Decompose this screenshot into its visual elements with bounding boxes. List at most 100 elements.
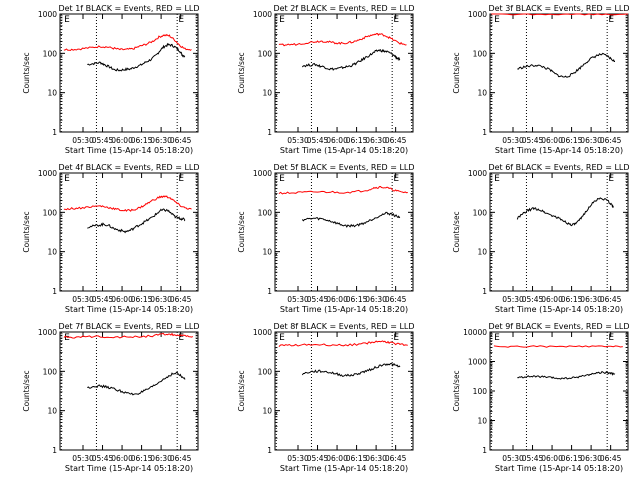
chart-title: Det 3f BLACK = Events, RED = LLD bbox=[488, 4, 629, 13]
y-tick-label: 10 bbox=[262, 89, 272, 98]
lld-series-line bbox=[278, 185, 408, 195]
y-tick-label: 10 bbox=[477, 417, 487, 426]
x-tick-label: 05:45 bbox=[92, 454, 114, 463]
event-marker-label: E bbox=[64, 333, 70, 343]
y-tick-label: 100 bbox=[473, 208, 488, 217]
plot-frame bbox=[274, 13, 414, 133]
x-tick-label: 05:30 bbox=[502, 295, 524, 304]
chart-panel: Det 3f BLACK = Events, RED = LLD E E 1 10 100… bbox=[452, 4, 630, 155]
x-tick-label: 06:00 bbox=[326, 136, 348, 145]
x-axis-label: Start Time (15-Apr-14 05:18:20) bbox=[495, 305, 623, 314]
events-series-line bbox=[87, 42, 186, 72]
chart-title: Det 4f BLACK = Events, RED = LLD bbox=[58, 163, 199, 172]
events-series-line bbox=[517, 52, 615, 78]
x-tick-label: 05:45 bbox=[522, 136, 544, 145]
lld-series-line bbox=[491, 13, 629, 16]
lld-series-line bbox=[493, 345, 623, 348]
x-axis-label: Start Time (15-Apr-14 05:18:20) bbox=[65, 464, 193, 473]
x-tick-label: 06:15 bbox=[561, 136, 583, 145]
y-tick-label: 1000 bbox=[253, 169, 272, 178]
x-tick-label: 06:00 bbox=[111, 295, 133, 304]
x-tick-label: 06:15 bbox=[131, 295, 153, 304]
plot-frame bbox=[489, 331, 629, 451]
x-tick-label: 06:30 bbox=[150, 454, 172, 463]
x-axis-label: Start Time (15-Apr-14 05:18:20) bbox=[495, 464, 623, 473]
chart-title: Det 8f BLACK = Events, RED = LLD bbox=[273, 322, 414, 331]
event-marker-label: E bbox=[393, 174, 399, 184]
x-tick-label: 05:45 bbox=[92, 136, 114, 145]
events-series-line bbox=[301, 48, 401, 71]
y-axis-label: Counts/sec bbox=[452, 52, 461, 93]
x-tick-label: 06:00 bbox=[111, 454, 133, 463]
y-tick-label: 100 bbox=[43, 208, 58, 217]
y-tick-label: 100 bbox=[43, 367, 58, 376]
event-marker-label: E bbox=[393, 333, 399, 343]
x-tick-label: 06:45 bbox=[170, 454, 192, 463]
x-axis-label: Start Time (15-Apr-14 05:18:20) bbox=[65, 146, 193, 155]
x-tick-label: 06:00 bbox=[541, 136, 563, 145]
x-tick-label: 06:45 bbox=[600, 136, 622, 145]
x-tick-label: 06:45 bbox=[170, 295, 192, 304]
y-tick-label: 1000 bbox=[38, 169, 57, 178]
y-tick-label: 1000 bbox=[468, 358, 487, 367]
x-tick-label: 06:30 bbox=[580, 136, 602, 145]
event-marker-label: E bbox=[608, 174, 614, 184]
x-tick-label: 05:30 bbox=[287, 454, 309, 463]
x-tick-label: 05:45 bbox=[92, 295, 114, 304]
y-tick-label: 1000 bbox=[468, 10, 487, 19]
events-series-line bbox=[87, 371, 186, 396]
x-tick-label: 06:45 bbox=[170, 136, 192, 145]
events-series-line bbox=[87, 208, 186, 234]
chart-panel: Det 8f BLACK = Events, RED = LLD E E 1 10 100… bbox=[237, 322, 415, 473]
y-axis-label: Counts/sec bbox=[452, 370, 461, 411]
event-marker-label: E bbox=[494, 333, 500, 343]
x-tick-label: 06:00 bbox=[326, 295, 348, 304]
x-tick-label: 05:30 bbox=[287, 295, 309, 304]
x-tick-label: 06:15 bbox=[346, 136, 368, 145]
plot-frame bbox=[274, 172, 414, 292]
chart-title: Det 2f BLACK = Events, RED = LLD bbox=[273, 4, 414, 13]
y-tick-label: 1 bbox=[52, 128, 57, 137]
x-tick-label: 06:00 bbox=[326, 454, 348, 463]
event-marker-label: E bbox=[494, 174, 500, 184]
x-tick-label: 06:45 bbox=[385, 136, 407, 145]
y-axis-label: Counts/sec bbox=[22, 52, 31, 93]
y-tick-label: 100 bbox=[43, 49, 58, 58]
event-marker-label: E bbox=[178, 15, 184, 25]
plot-frame bbox=[59, 331, 199, 451]
chart-panel: Det 2f BLACK = Events, RED = LLD E E 1 10 100… bbox=[237, 4, 415, 155]
y-tick-label: 10000 bbox=[463, 328, 487, 337]
event-marker-label: E bbox=[494, 15, 500, 25]
chart-title: Det 7f BLACK = Events, RED = LLD bbox=[58, 322, 199, 331]
x-tick-label: 05:45 bbox=[307, 136, 329, 145]
lld-series-line bbox=[63, 332, 194, 339]
x-axis-label: Start Time (15-Apr-14 05:18:20) bbox=[280, 305, 408, 314]
x-tick-label: 06:15 bbox=[346, 295, 368, 304]
y-tick-label: 1 bbox=[267, 446, 272, 455]
y-tick-label: 100 bbox=[473, 387, 488, 396]
y-axis-label: Counts/sec bbox=[237, 52, 246, 93]
y-tick-label: 100 bbox=[258, 208, 273, 217]
x-tick-label: 06:30 bbox=[150, 136, 172, 145]
x-tick-label: 06:45 bbox=[385, 454, 407, 463]
chart-title: Det 5f BLACK = Events, RED = LLD bbox=[273, 163, 414, 172]
plot-frame bbox=[274, 331, 414, 451]
x-tick-label: 05:30 bbox=[72, 295, 94, 304]
event-marker-label: E bbox=[64, 15, 70, 25]
y-tick-label: 10 bbox=[47, 248, 57, 257]
chart-panel: Det 1f BLACK = Events, RED = LLD E E 1 10 100… bbox=[22, 4, 200, 155]
chart-panel: Det 7f BLACK = Events, RED = LLD E E 1 10 100… bbox=[22, 322, 200, 473]
x-tick-label: 05:45 bbox=[522, 295, 544, 304]
x-axis-label: Start Time (15-Apr-14 05:18:20) bbox=[65, 305, 193, 314]
y-tick-label: 1000 bbox=[38, 328, 57, 337]
y-tick-label: 1000 bbox=[468, 169, 487, 178]
lld-series-line bbox=[278, 32, 407, 47]
x-tick-label: 06:15 bbox=[131, 136, 153, 145]
event-marker-label: E bbox=[178, 333, 184, 343]
x-tick-label: 05:30 bbox=[287, 136, 309, 145]
x-tick-label: 06:30 bbox=[365, 136, 387, 145]
x-tick-label: 05:45 bbox=[522, 454, 544, 463]
y-tick-label: 10 bbox=[477, 89, 487, 98]
event-marker-label: E bbox=[279, 15, 285, 25]
x-tick-label: 05:30 bbox=[72, 454, 94, 463]
